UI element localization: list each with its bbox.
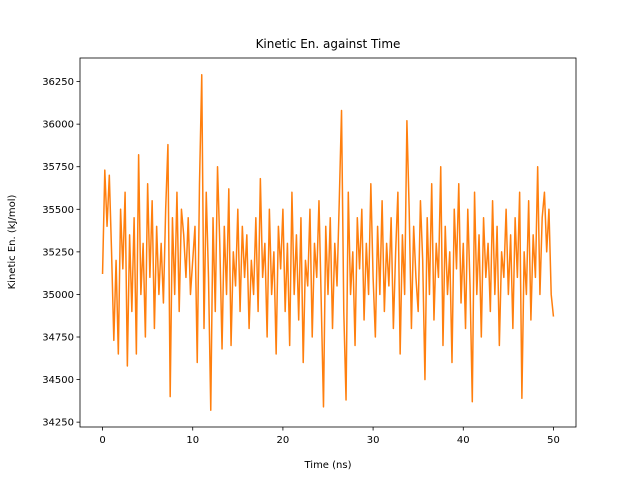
y-tick-label: 35250	[42, 247, 74, 258]
y-tick-label: 35500	[42, 205, 74, 216]
x-tick-label: 50	[547, 435, 560, 446]
data-line	[101, 74, 555, 411]
chart-title: Kinetic En. against Time	[256, 37, 401, 51]
x-axis-label: Time (ns)	[303, 460, 351, 471]
y-tick-label: 34250	[42, 418, 74, 429]
y-tick-label: 36000	[42, 120, 74, 131]
y-tick-label: 35750	[42, 162, 74, 173]
x-tick-label: 10	[186, 435, 199, 446]
y-tick-label: 36250	[42, 77, 74, 88]
y-axis-label: Kinetic En. (kJ/mol)	[7, 195, 18, 290]
y-tick-label: 34750	[42, 333, 74, 344]
x-tick-label: 20	[277, 435, 290, 446]
y-tick-label: 35000	[42, 290, 74, 301]
x-tick-label: 0	[99, 435, 105, 446]
x-tick-label: 40	[457, 435, 470, 446]
y-tick-label: 34500	[42, 375, 74, 386]
plot-frame	[79, 57, 577, 428]
x-tick-label: 30	[367, 435, 380, 446]
